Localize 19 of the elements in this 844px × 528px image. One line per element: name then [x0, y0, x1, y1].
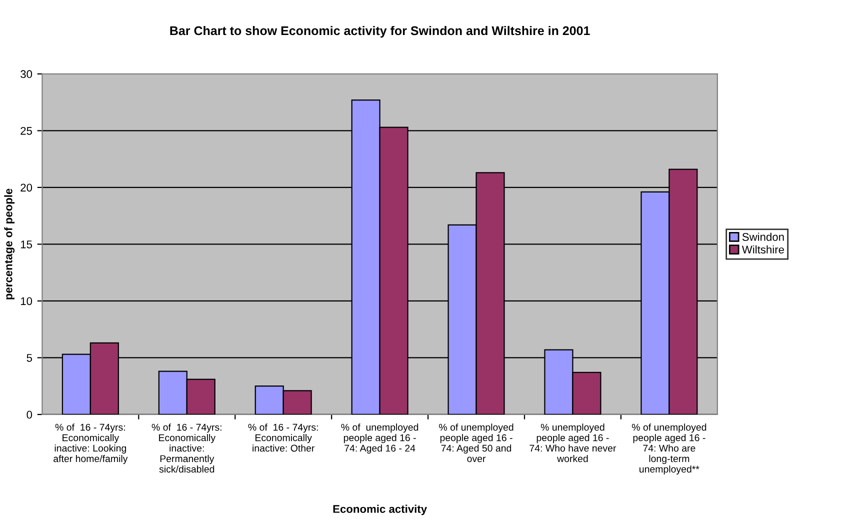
legend-label: Swindon [742, 232, 784, 241]
y-tick-label: 25 [20, 126, 32, 135]
x-tick-label: % of 16 - 74yrs: Economically inactive: Other [248, 424, 318, 452]
x-tick-label: % of unemployed people aged 16 - 74: Aged 50 and over [439, 424, 514, 462]
y-axis-title: percentage of people [4, 188, 15, 300]
chart-title: Bar Chart to show Economic activity for Swindon and Wiltshire in 2001 [170, 26, 590, 38]
legend-label: Wiltshire [742, 245, 784, 254]
y-tick-label: 20 [20, 184, 32, 192]
x-tick-label: % unemployed people aged 16 - 74: Who have never worked [530, 424, 616, 462]
y-tick-label: 5 [26, 354, 32, 362]
y-tick-label: 30 [20, 70, 32, 78]
x-tick-label: % of 16 - 74yrs: Economically inactive: Looking after home/family [54, 424, 128, 464]
x-axis-title: Economic activity [333, 504, 427, 516]
y-tick-label: 15 [20, 240, 32, 248]
x-tick-label: % of unemployed people aged 16 - 74: Aged 16 - 24 [341, 424, 418, 454]
x-tick-label: % of unemployed people aged 16 - 74: Who are long-term unemployed** [632, 424, 706, 475]
y-tick-label: 10 [20, 297, 32, 306]
y-tick-label: 0 [26, 410, 32, 419]
x-tick-label: % of 16 - 74yrs: Economically inactive: Permanently sick/disabled [152, 424, 222, 473]
